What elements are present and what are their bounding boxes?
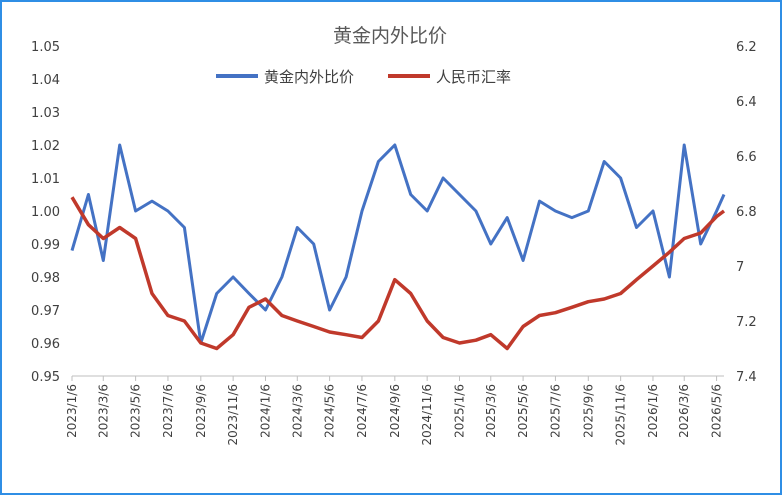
right-tick-label: 7 xyxy=(736,260,744,275)
x-tick-label: 2024/9/6 xyxy=(388,384,402,438)
x-tick-label: 2024/1/6 xyxy=(258,384,272,438)
x-tick-label: 2023/1/6 xyxy=(65,384,79,438)
x-tick-label: 2024/5/6 xyxy=(323,384,337,438)
left-tick-label: 0.95 xyxy=(31,370,60,385)
x-tick-label: 2026/3/6 xyxy=(677,384,691,438)
series-line-rmb-rate xyxy=(70,196,726,351)
left-tick-label: 0.99 xyxy=(31,238,60,253)
legend: 黄金内外比价 人民币汇率 xyxy=(216,68,511,86)
right-tick-label: 6.6 xyxy=(736,150,757,165)
right-axis: 6.2 6.4 6.6 6.8 7 7.2 7.4 xyxy=(736,40,757,385)
series-line-gold-ratio xyxy=(70,143,726,345)
x-tick-label: 2023/11/6 xyxy=(226,384,240,446)
x-tick-label: 2025/5/6 xyxy=(516,384,530,438)
left-tick-label: 1.01 xyxy=(31,172,60,187)
right-tick-label: 6.2 xyxy=(736,40,757,55)
x-tick-label: 2025/7/6 xyxy=(548,384,562,438)
right-tick-label: 7.4 xyxy=(736,370,757,385)
x-tick-label: 2026/5/6 xyxy=(710,384,724,438)
x-tick-label: 2023/3/6 xyxy=(96,384,110,438)
x-tick-label: 2023/9/6 xyxy=(194,384,208,438)
legend-label-gold-ratio: 黄金内外比价 xyxy=(264,68,354,86)
x-axis: 2023/1/6 2023/3/6 2023/5/6 2023/7/6 2023/9/6… xyxy=(65,376,724,446)
x-tick-label: 2026/1/6 xyxy=(646,384,660,438)
x-tick-label: 2024/7/6 xyxy=(355,384,369,438)
x-tick-label: 2024/11/6 xyxy=(420,384,434,446)
left-tick-label: 1.00 xyxy=(31,205,60,220)
left-tick-label: 1.03 xyxy=(31,106,60,121)
left-tick-label: 1.04 xyxy=(31,73,60,88)
x-tick-label: 2025/1/6 xyxy=(452,384,466,438)
right-tick-label: 7.2 xyxy=(736,315,757,330)
x-tick-label: 2025/9/6 xyxy=(581,384,595,438)
legend-label-rmb-rate: 人民币汇率 xyxy=(436,68,511,86)
x-tick-label: 2023/5/6 xyxy=(129,384,143,438)
chart-title: 黄金内外比价 xyxy=(333,25,447,47)
left-axis: 0.95 0.96 0.97 0.98 0.99 1.00 1.01 1.02 1.03 1.04… xyxy=(31,40,60,385)
right-tick-label: 6.4 xyxy=(736,95,757,110)
series-layer xyxy=(70,143,726,351)
x-tick-label: 2023/7/6 xyxy=(161,384,175,438)
left-tick-label: 1.02 xyxy=(31,139,60,154)
left-tick-label: 0.98 xyxy=(31,271,60,286)
left-tick-label: 0.96 xyxy=(31,337,60,352)
left-tick-label: 0.97 xyxy=(31,304,60,319)
x-tick-label: 2024/3/6 xyxy=(290,384,304,438)
x-tick-label: 2025/11/6 xyxy=(614,384,628,446)
x-tick-label: 2025/3/6 xyxy=(484,384,498,438)
left-tick-label: 1.05 xyxy=(31,40,60,55)
right-tick-label: 6.8 xyxy=(736,205,757,220)
